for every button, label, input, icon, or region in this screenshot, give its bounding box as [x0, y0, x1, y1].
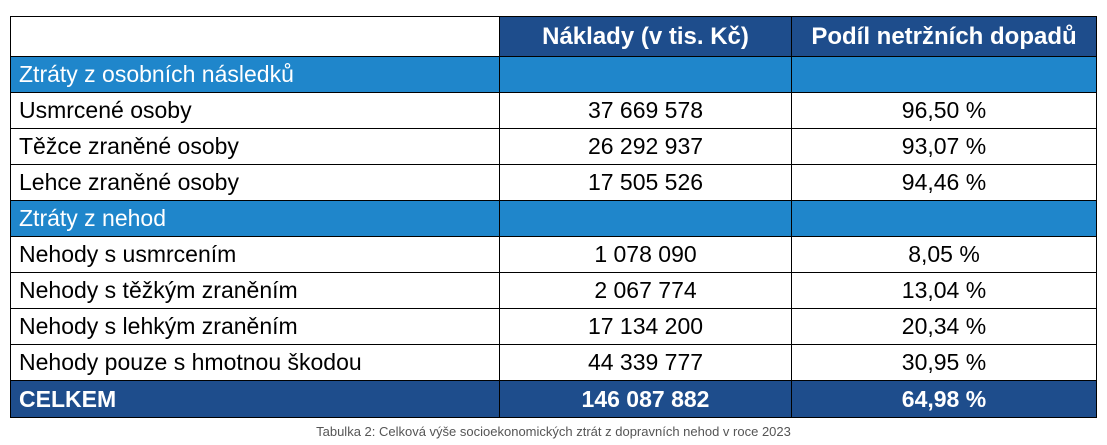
table-row: Lehce zraněné osoby 17 505 526 94,46 % — [10, 164, 1097, 201]
row-share: 30,95 % — [791, 344, 1097, 381]
row-cost: 1 078 090 — [499, 236, 792, 273]
section-title: Ztráty z osobních následků — [10, 56, 500, 93]
header-row: Náklady (v tis. Kč) Podíl netržních dopa… — [10, 16, 1097, 57]
table-row: Těžce zraněné osoby 26 292 937 93,07 % — [10, 128, 1097, 165]
row-share: 13,04 % — [791, 272, 1097, 309]
section-title: Ztráty z nehod — [10, 200, 500, 237]
section-row: Ztráty z osobních následků — [10, 56, 1097, 93]
cost-table: Náklady (v tis. Kč) Podíl netržních dopa… — [10, 16, 1097, 418]
row-share: 20,34 % — [791, 308, 1097, 345]
section-row: Ztráty z nehod — [10, 200, 1097, 237]
table-row: Nehody s usmrcením 1 078 090 8,05 % — [10, 236, 1097, 273]
row-share: 94,46 % — [791, 164, 1097, 201]
row-cost: 17 134 200 — [499, 308, 792, 345]
table-caption: Tabulka 2: Celková výše socioekonomickýc… — [316, 424, 791, 439]
total-label: CELKEM — [10, 380, 500, 418]
row-label: Těžce zraněné osoby — [10, 128, 500, 165]
row-share: 93,07 % — [791, 128, 1097, 165]
row-label: Usmrcené osoby — [10, 92, 500, 129]
header-empty-cell — [10, 16, 500, 57]
row-label: Nehody s lehkým zraněním — [10, 308, 500, 345]
total-share: 64,98 % — [791, 380, 1097, 418]
table-row: Nehody s těžkým zraněním 2 067 774 13,04… — [10, 272, 1097, 309]
row-label: Nehody s těžkým zraněním — [10, 272, 500, 309]
table-row: Nehody s lehkým zraněním 17 134 200 20,3… — [10, 308, 1097, 345]
header-cost: Náklady (v tis. Kč) — [499, 16, 792, 57]
row-share: 96,50 % — [791, 92, 1097, 129]
total-row: CELKEM 146 087 882 64,98 % — [10, 380, 1097, 418]
row-label: Nehody s usmrcením — [10, 236, 500, 273]
row-cost: 37 669 578 — [499, 92, 792, 129]
row-cost: 44 339 777 — [499, 344, 792, 381]
header-share: Podíl netržních dopadů — [791, 16, 1097, 57]
table-row: Nehody pouze s hmotnou škodou 44 339 777… — [10, 344, 1097, 381]
row-label: Nehody pouze s hmotnou škodou — [10, 344, 500, 381]
table-row: Usmrcené osoby 37 669 578 96,50 % — [10, 92, 1097, 129]
row-share: 8,05 % — [791, 236, 1097, 273]
row-label: Lehce zraněné osoby — [10, 164, 500, 201]
row-cost: 26 292 937 — [499, 128, 792, 165]
row-cost: 2 067 774 — [499, 272, 792, 309]
total-cost: 146 087 882 — [499, 380, 792, 418]
row-cost: 17 505 526 — [499, 164, 792, 201]
